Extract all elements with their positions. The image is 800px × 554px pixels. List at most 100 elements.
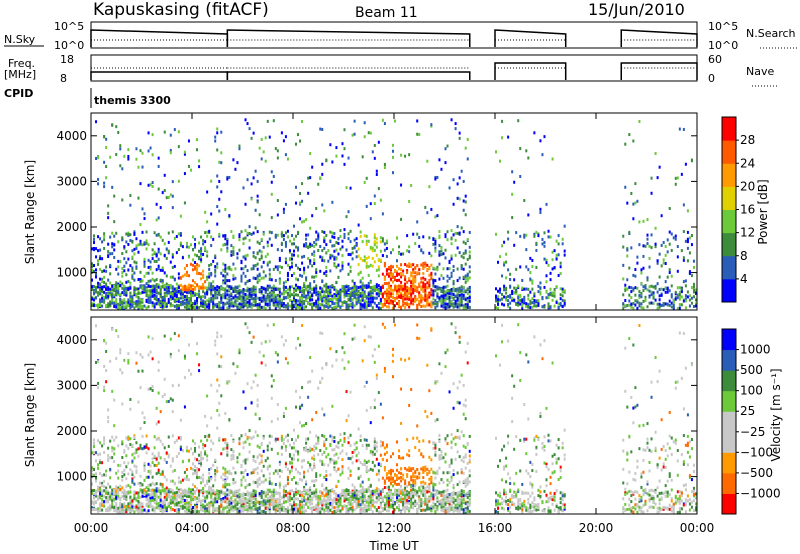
power-cell	[642, 285, 645, 289]
velocity-cell	[99, 502, 102, 506]
power-cell	[187, 307, 190, 311]
power-cell	[226, 293, 229, 297]
power-cell	[456, 225, 459, 229]
power-cell	[220, 271, 223, 275]
power-cell	[117, 265, 120, 269]
power-cell	[335, 146, 338, 150]
power-cell	[503, 286, 506, 290]
power-cell	[387, 272, 390, 276]
power-cell	[684, 162, 687, 166]
power-cell	[103, 275, 106, 279]
power-cell	[274, 300, 277, 304]
power-cell	[187, 304, 190, 308]
velocity-cell	[153, 501, 156, 505]
power-cell	[460, 297, 463, 301]
power-cell	[648, 285, 651, 289]
power-cell	[422, 285, 425, 289]
power-cell	[143, 304, 146, 308]
power-cell	[280, 303, 283, 307]
power-cell	[311, 214, 314, 218]
power-cell	[323, 209, 326, 213]
power-cell	[194, 291, 197, 295]
velocity-cell	[155, 437, 158, 441]
power-cell	[240, 300, 243, 304]
power-cell	[183, 294, 186, 298]
power-cell	[402, 273, 405, 277]
power-cell	[628, 133, 631, 137]
power-cell	[458, 300, 461, 304]
power-cell	[139, 291, 142, 295]
power-cell	[537, 234, 540, 238]
power-cell	[319, 245, 322, 249]
power-cell	[553, 288, 556, 292]
power-cell	[646, 237, 649, 241]
power-cell	[252, 290, 255, 294]
velocity-cell	[123, 473, 126, 477]
velocity-cell	[177, 349, 180, 353]
power-cell	[305, 305, 308, 309]
velocity-cell	[145, 434, 148, 438]
velocity-cell	[141, 411, 144, 415]
power-cell	[347, 272, 350, 276]
velocity-cell	[198, 510, 201, 514]
velocity-cell	[121, 456, 124, 460]
power-cell	[345, 301, 348, 305]
power-cell	[357, 289, 360, 293]
power-cell	[220, 161, 223, 165]
power-cell	[246, 269, 249, 273]
power-cell	[381, 294, 384, 298]
power-cell	[345, 291, 348, 295]
velocity-cell	[194, 441, 197, 445]
power-cell	[495, 306, 497, 310]
power-cell	[416, 132, 419, 136]
power-cell	[175, 293, 178, 297]
velocity-cell	[99, 452, 102, 456]
power-cell	[129, 291, 132, 295]
power-cell	[228, 214, 231, 218]
power-cell	[373, 288, 376, 292]
power-cell	[634, 286, 637, 290]
power-cell	[266, 261, 269, 265]
power-cell	[369, 245, 372, 249]
velocity-cell	[157, 487, 160, 491]
power-cell	[97, 293, 100, 297]
power-cell	[206, 289, 209, 293]
power-cell	[210, 262, 213, 266]
power-cell	[254, 288, 257, 292]
power-cell	[295, 263, 298, 267]
power-cell	[222, 281, 225, 285]
power-cell	[260, 256, 263, 260]
power-cell	[369, 303, 372, 307]
power-cell	[398, 278, 401, 282]
power-cell	[192, 291, 194, 295]
power-cell	[440, 296, 443, 300]
power-cell	[246, 233, 249, 237]
power-cell	[434, 299, 437, 303]
velocity-cell	[167, 490, 170, 494]
power-cell	[290, 257, 293, 261]
power-cell	[323, 259, 326, 263]
power-cell	[410, 183, 413, 187]
power-cell	[220, 286, 223, 290]
power-cell	[248, 292, 251, 296]
power-cell	[515, 290, 518, 294]
power-cell	[389, 284, 392, 288]
power-cell	[452, 305, 455, 309]
power-cell	[103, 185, 106, 189]
power-cell	[119, 298, 122, 302]
power-cell	[444, 290, 447, 294]
power-cell	[220, 190, 223, 194]
power-cell	[446, 289, 449, 293]
power-cell	[624, 142, 627, 146]
power-cell	[97, 259, 100, 263]
power-cell	[121, 266, 124, 270]
power-cell	[434, 289, 437, 293]
power-cell	[458, 176, 461, 180]
power-cell	[230, 250, 233, 254]
power-cell	[183, 287, 186, 291]
power-cell	[141, 151, 144, 155]
power-cell	[169, 193, 172, 197]
power-cell	[458, 303, 461, 307]
power-cell	[329, 288, 332, 292]
velocity-cell	[179, 507, 182, 511]
